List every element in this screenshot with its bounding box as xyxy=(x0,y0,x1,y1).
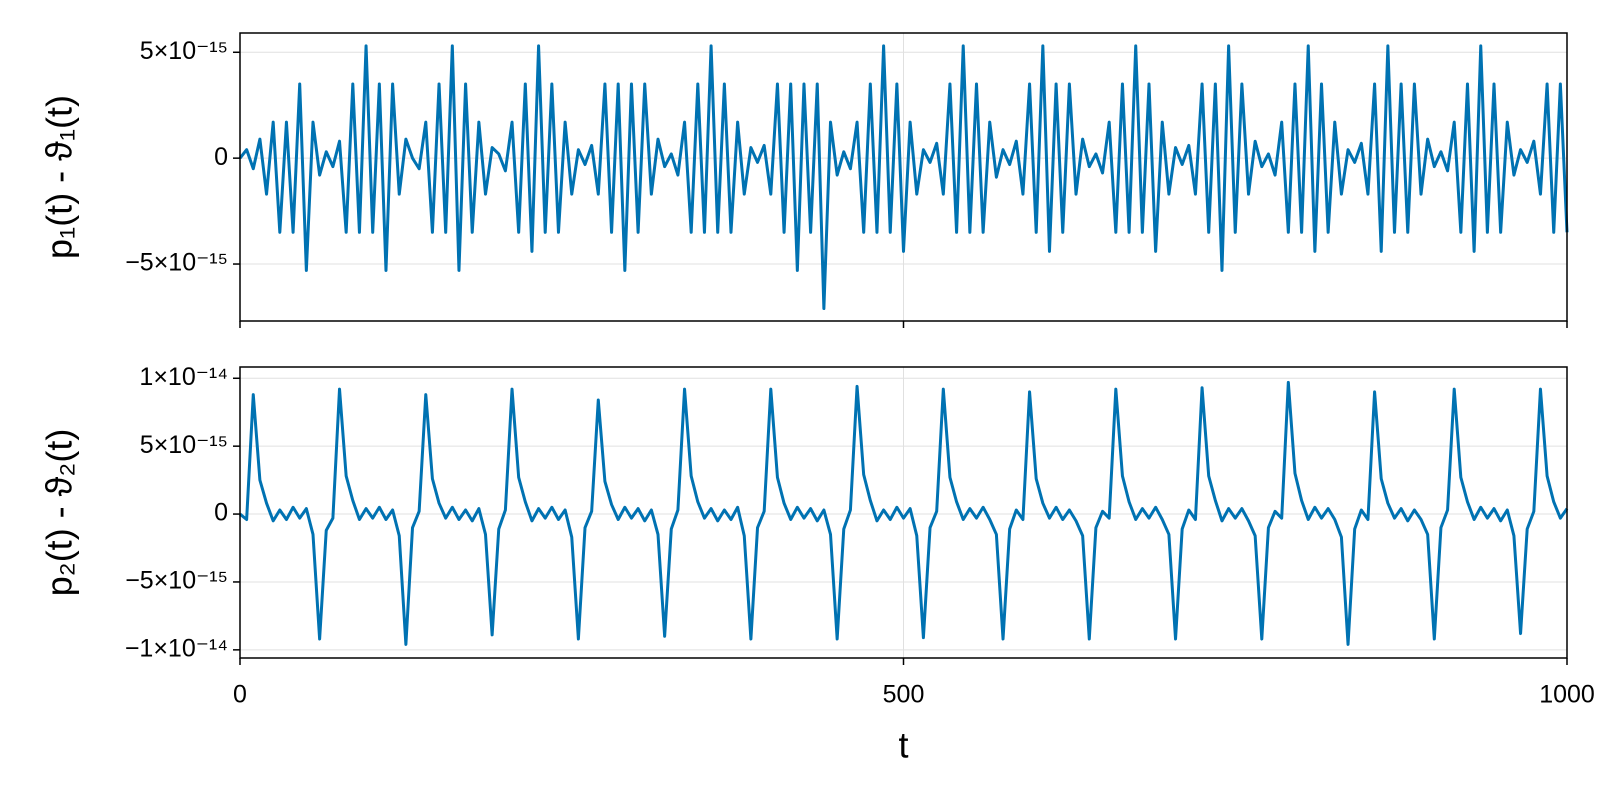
x-axis-label: t xyxy=(898,725,908,766)
x-tick-label: 500 xyxy=(883,681,925,709)
y-tick-label: 5×10⁻¹⁵ xyxy=(140,37,228,65)
plot-frame xyxy=(239,366,1568,659)
y-tick-label: 0 xyxy=(214,143,228,171)
y-axis-label: p₁(t) - ϑ₁(t) xyxy=(39,95,80,259)
data-line xyxy=(239,380,1569,646)
data-line xyxy=(238,44,1569,311)
plot-frame xyxy=(239,32,1568,322)
y-axis-label: p₂(t) - ϑ₂(t) xyxy=(39,429,80,597)
y-tick-label: −5×10⁻¹⁵ xyxy=(125,567,228,595)
y-tick-label: 1×10⁻¹⁴ xyxy=(139,363,228,391)
y-tick-label: −5×10⁻¹⁵ xyxy=(125,249,228,277)
x-tick-label: 0 xyxy=(233,681,247,709)
x-tick-label: 1000 xyxy=(1539,681,1595,709)
y-tick-label: −1×10⁻¹⁴ xyxy=(125,634,228,662)
y-tick-label: 5×10⁻¹⁵ xyxy=(140,431,228,459)
y-tick-label: 0 xyxy=(214,499,228,527)
